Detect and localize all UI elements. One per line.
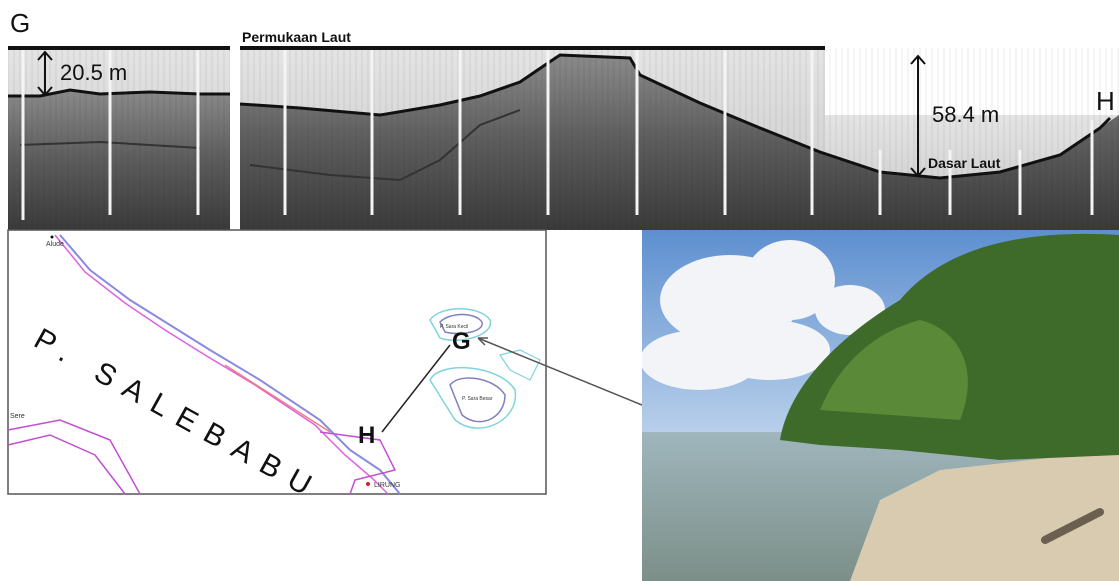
depth-start: 20.5 m	[60, 60, 127, 85]
seabed-line	[239, 53, 1112, 180]
sub-layer	[19, 109, 521, 182]
islet	[449, 377, 506, 423]
profile-end-label: H	[1096, 86, 1115, 116]
pointer-line	[477, 337, 643, 406]
road	[224, 364, 331, 433]
beach	[850, 450, 1119, 581]
islet	[439, 313, 483, 335]
profile-start-label: G	[10, 8, 30, 38]
vertical-marks	[21, 48, 1094, 220]
coastline	[7, 419, 397, 495]
place-label: P. Sara Besar	[462, 396, 493, 402]
seabed-label: Dasar Laut	[928, 155, 1001, 171]
driftwood	[1041, 508, 1104, 544]
map-point-g: G	[452, 328, 471, 355]
seabed-line	[8, 88, 230, 98]
reef	[499, 349, 541, 381]
place-label: Sere	[10, 413, 25, 420]
noise	[8, 48, 1119, 230]
place-label: Alude	[46, 241, 64, 248]
coastline	[54, 234, 389, 495]
transect-line	[381, 344, 451, 433]
coastline	[59, 234, 401, 495]
place-label: P. Sara Kecil	[440, 324, 468, 330]
place-label: LIRUNG	[374, 482, 400, 489]
reef	[429, 367, 517, 429]
pointer-arrow	[477, 337, 488, 346]
map-frame	[7, 229, 547, 495]
place-dot	[366, 482, 370, 486]
depth-arrow	[910, 54, 926, 178]
map: P. SALEBABU G H Alude Sere LIRUNG P. Sar…	[7, 229, 643, 508]
gap	[230, 40, 240, 230]
profile: G H Permukaan Laut 20.5 m 58.4 m Dasar L…	[8, 8, 1119, 230]
photo	[642, 230, 1119, 581]
sea-surface-label: Permukaan Laut	[242, 29, 351, 45]
depth-arrow	[37, 50, 53, 97]
reef	[429, 308, 492, 342]
place-dot	[50, 235, 54, 239]
trees	[820, 320, 968, 420]
map-point-h: H	[358, 422, 375, 449]
depth-end: 58.4 m	[932, 102, 999, 127]
